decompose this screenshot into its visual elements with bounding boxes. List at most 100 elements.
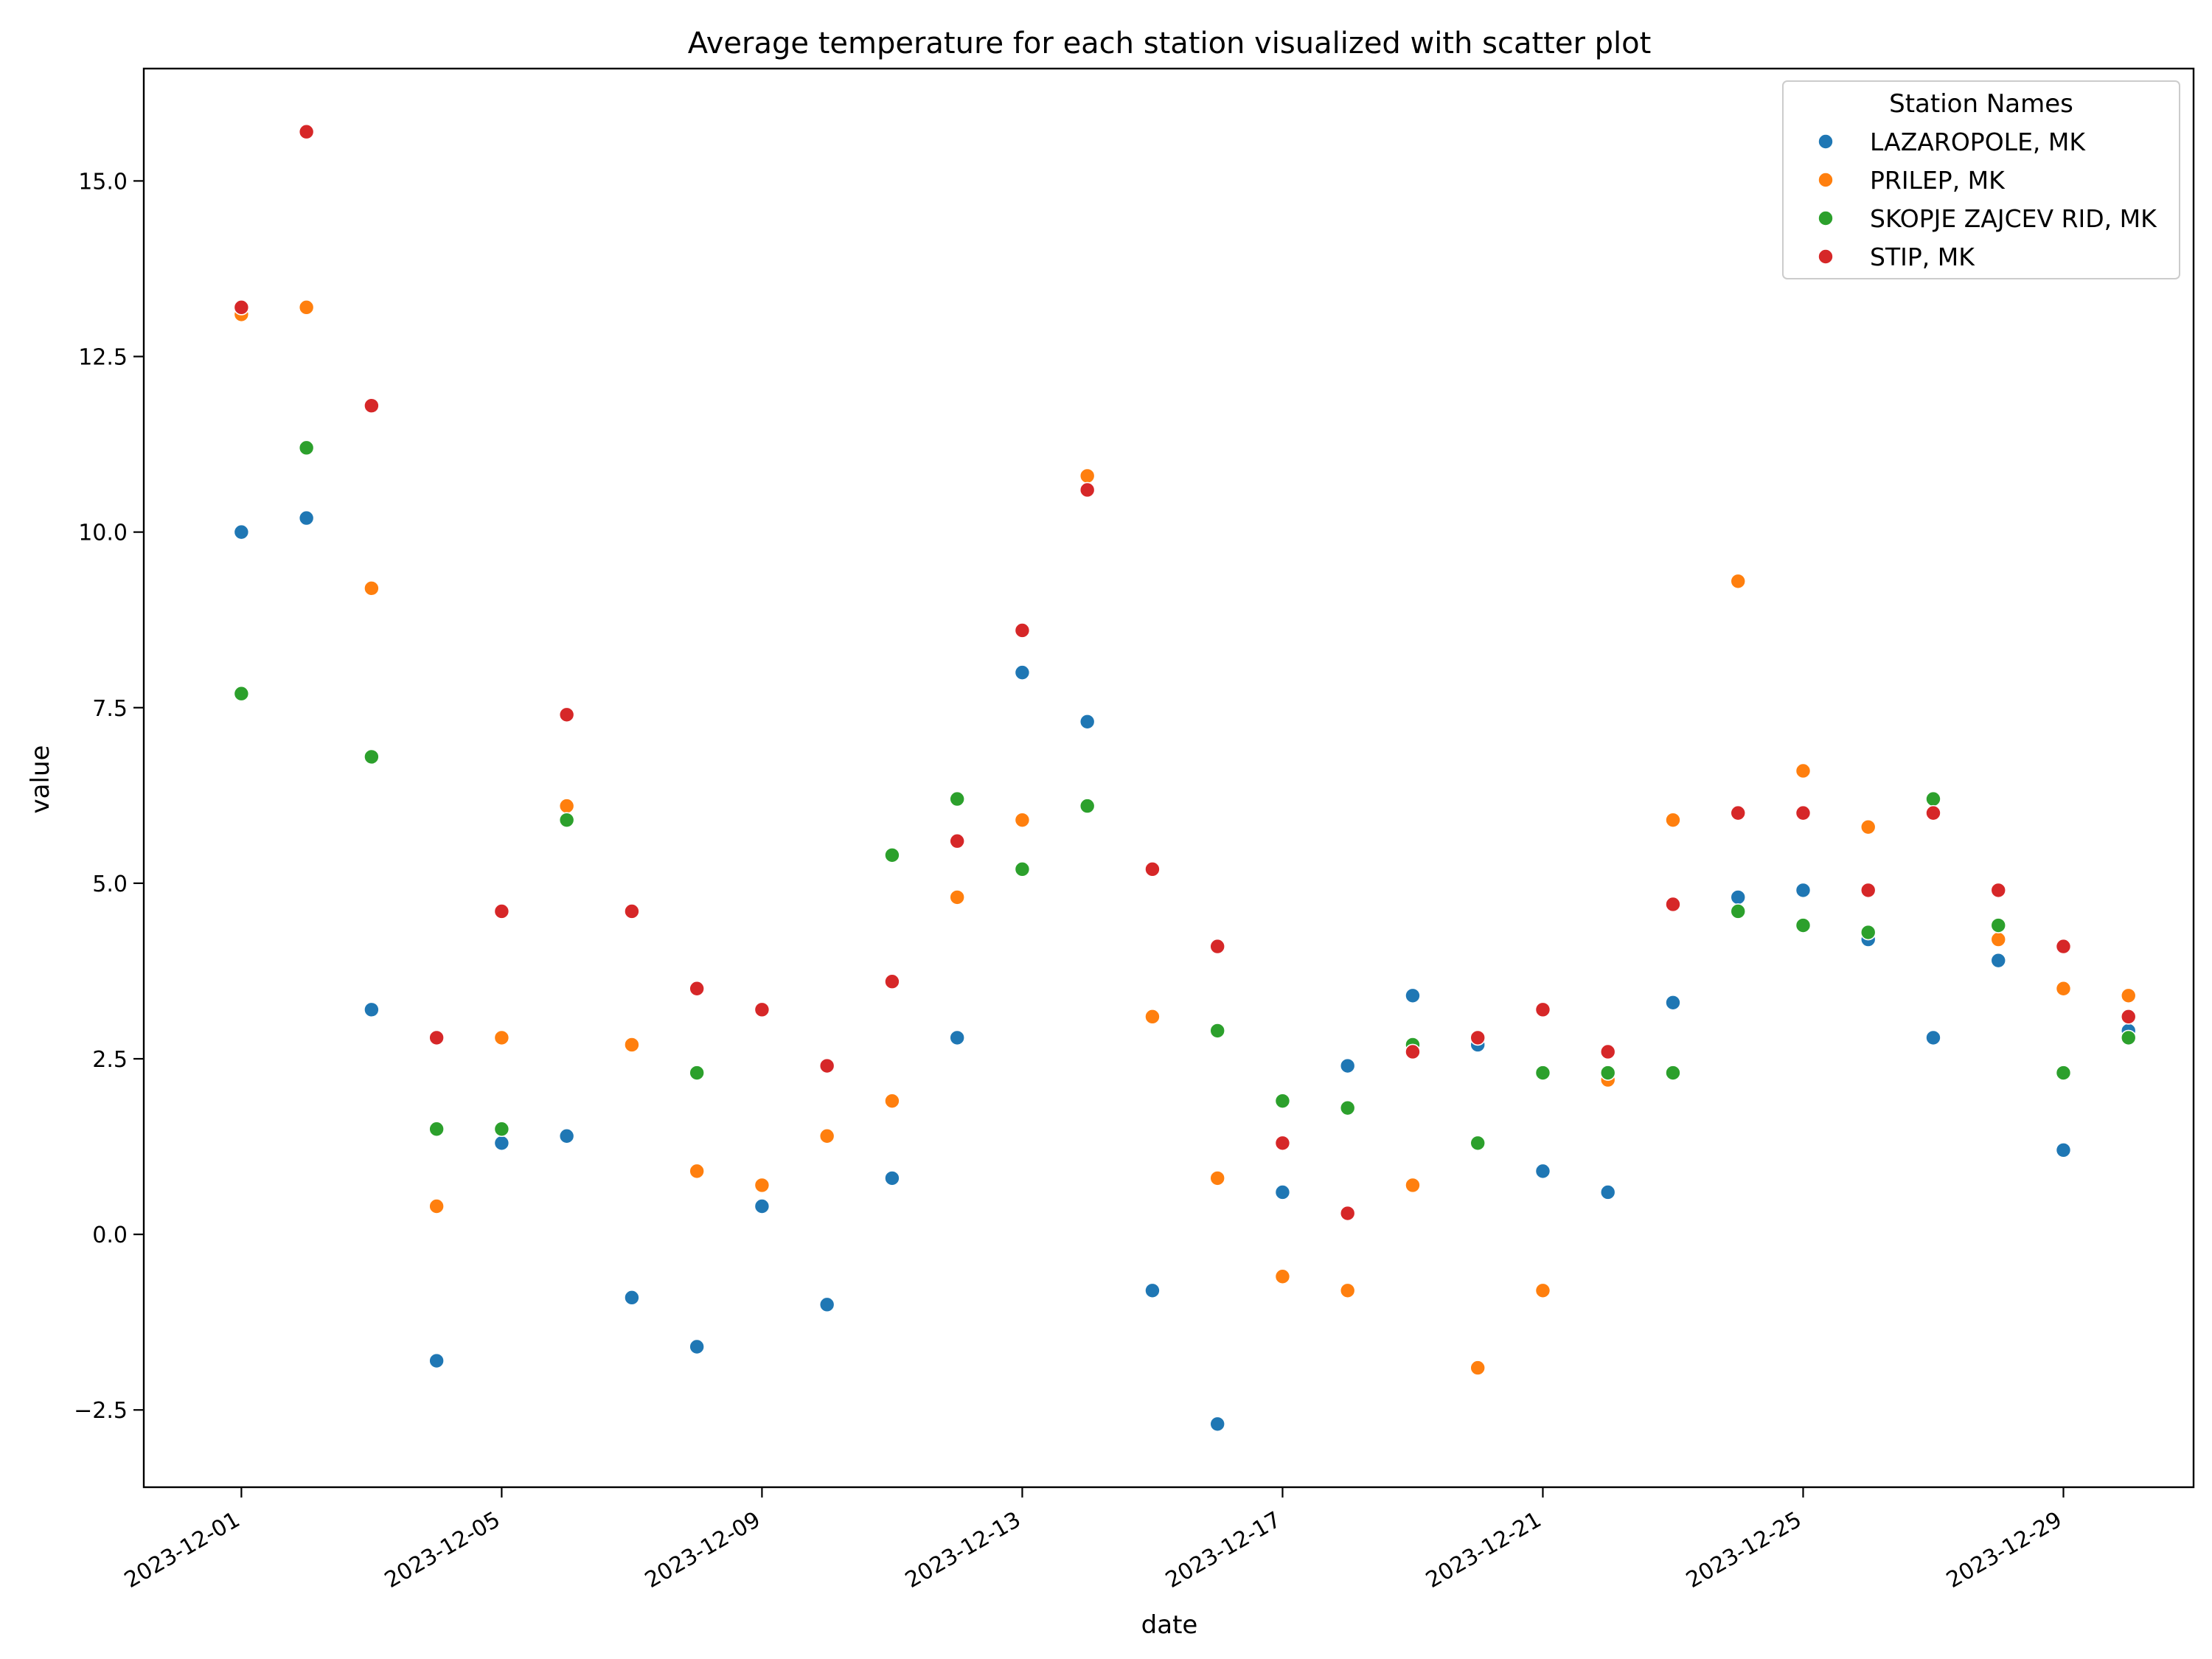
data-point: [1795, 882, 1812, 899]
x-tick-label: 2023-12-29: [1942, 1507, 2066, 1593]
data-point: [1014, 622, 1031, 639]
data-point: [1274, 1184, 1291, 1200]
data-point: [1470, 1135, 1486, 1152]
data-point: [1990, 931, 2007, 947]
data-point: [1730, 889, 1747, 905]
data-point: [1209, 1416, 1225, 1433]
y-axis: −2.5 0.0 2.5 5.0 7.5 10.0 12.5 15.0: [74, 169, 144, 1424]
data-point: [233, 524, 250, 540]
y-tick-label: 10.0: [78, 521, 128, 546]
data-point: [493, 1135, 510, 1152]
data-point: [364, 397, 380, 414]
data-point: [818, 1127, 835, 1144]
y-tick-label: 5.0: [92, 872, 128, 897]
data-point: [1665, 812, 1681, 828]
legend-label: STIP, MK: [1870, 243, 1975, 271]
y-tick-label: 0.0: [92, 1222, 128, 1248]
data-point: [1144, 1009, 1161, 1025]
data-point: [298, 439, 315, 456]
data-point: [1339, 1205, 1356, 1222]
data-point: [884, 1093, 900, 1109]
data-point: [233, 685, 250, 702]
legend-marker: [1818, 248, 1834, 265]
legend-label: SKOPJE ZAJCEV RID, MK: [1870, 204, 2157, 233]
data-point: [624, 903, 640, 919]
data-point: [1599, 1184, 1616, 1200]
data-point: [884, 973, 900, 990]
data-point: [1209, 938, 1225, 955]
x-tick-label: 2023-12-05: [380, 1507, 504, 1593]
data-point: [1990, 882, 2007, 899]
data-point: [1665, 896, 1681, 913]
y-tick-label: 15.0: [78, 169, 128, 195]
data-point: [1795, 804, 1812, 821]
data-point: [2055, 938, 2072, 955]
data-point: [884, 1170, 900, 1186]
data-point: [1274, 1093, 1291, 1109]
data-point: [624, 1290, 640, 1306]
data-point: [1405, 1177, 1421, 1194]
data-point: [689, 1338, 705, 1355]
data-point: [1209, 1023, 1225, 1039]
data-point: [818, 1296, 835, 1313]
data-point: [1860, 882, 1877, 899]
data-point: [1014, 861, 1031, 877]
data-point: [558, 812, 575, 828]
data-point: [1730, 804, 1747, 821]
data-point: [1079, 714, 1096, 730]
data-point: [1470, 1360, 1486, 1376]
data-point: [1274, 1135, 1291, 1152]
data-point: [754, 1001, 771, 1018]
legend-marker: [1818, 172, 1834, 188]
data-point: [2120, 1009, 2137, 1025]
legend-marker: [1818, 210, 1834, 226]
y-tick-label: 7.5: [92, 696, 128, 722]
data-point: [1079, 467, 1096, 484]
data-point: [1990, 952, 2007, 969]
data-point: [1209, 1170, 1225, 1186]
data-point: [1990, 917, 2007, 933]
data-point: [2055, 1065, 2072, 1081]
data-point: [949, 832, 965, 849]
data-point: [2120, 1029, 2137, 1046]
x-axis: 2023-12-01 2023-12-05 2023-12-09 2023-12-13…: [120, 1487, 2066, 1593]
data-point: [2120, 987, 2137, 1004]
data-point: [689, 980, 705, 997]
data-point: [1144, 1282, 1161, 1299]
legend-label: PRILEP, MK: [1870, 166, 2006, 195]
x-tick-label: 2023-12-01: [120, 1507, 244, 1593]
data-point: [1079, 798, 1096, 814]
data-point: [364, 748, 380, 765]
data-point: [558, 706, 575, 723]
data-point: [493, 1029, 510, 1046]
data-point: [754, 1177, 771, 1194]
data-point: [1599, 1043, 1616, 1060]
data-point: [1925, 1029, 1941, 1046]
data-point: [949, 889, 965, 905]
data-point: [949, 790, 965, 807]
x-tick-label: 2023-12-13: [901, 1507, 1025, 1593]
data-point: [428, 1029, 445, 1046]
x-tick-label: 2023-12-25: [1682, 1507, 1806, 1593]
data-point: [1014, 812, 1031, 828]
data-point: [1534, 1065, 1551, 1081]
data-point: [1795, 917, 1812, 933]
legend-title: Station Names: [1889, 89, 2073, 119]
data-point: [1925, 790, 1941, 807]
data-point: [2055, 980, 2072, 997]
chart-title: Average temperature for each station vis…: [688, 27, 1652, 60]
legend-label: LAZAROPOLE, MK: [1870, 128, 2086, 156]
data-point: [1339, 1057, 1356, 1074]
data-point: [818, 1057, 835, 1074]
y-tick-label: 2.5: [92, 1047, 128, 1073]
data-point: [364, 580, 380, 597]
data-point: [884, 846, 900, 863]
data-point: [689, 1065, 705, 1081]
data-point: [558, 798, 575, 814]
data-point: [624, 1037, 640, 1053]
data-point: [1014, 664, 1031, 681]
data-point: [689, 1163, 705, 1180]
data-point: [493, 1121, 510, 1138]
data-point: [754, 1198, 771, 1214]
